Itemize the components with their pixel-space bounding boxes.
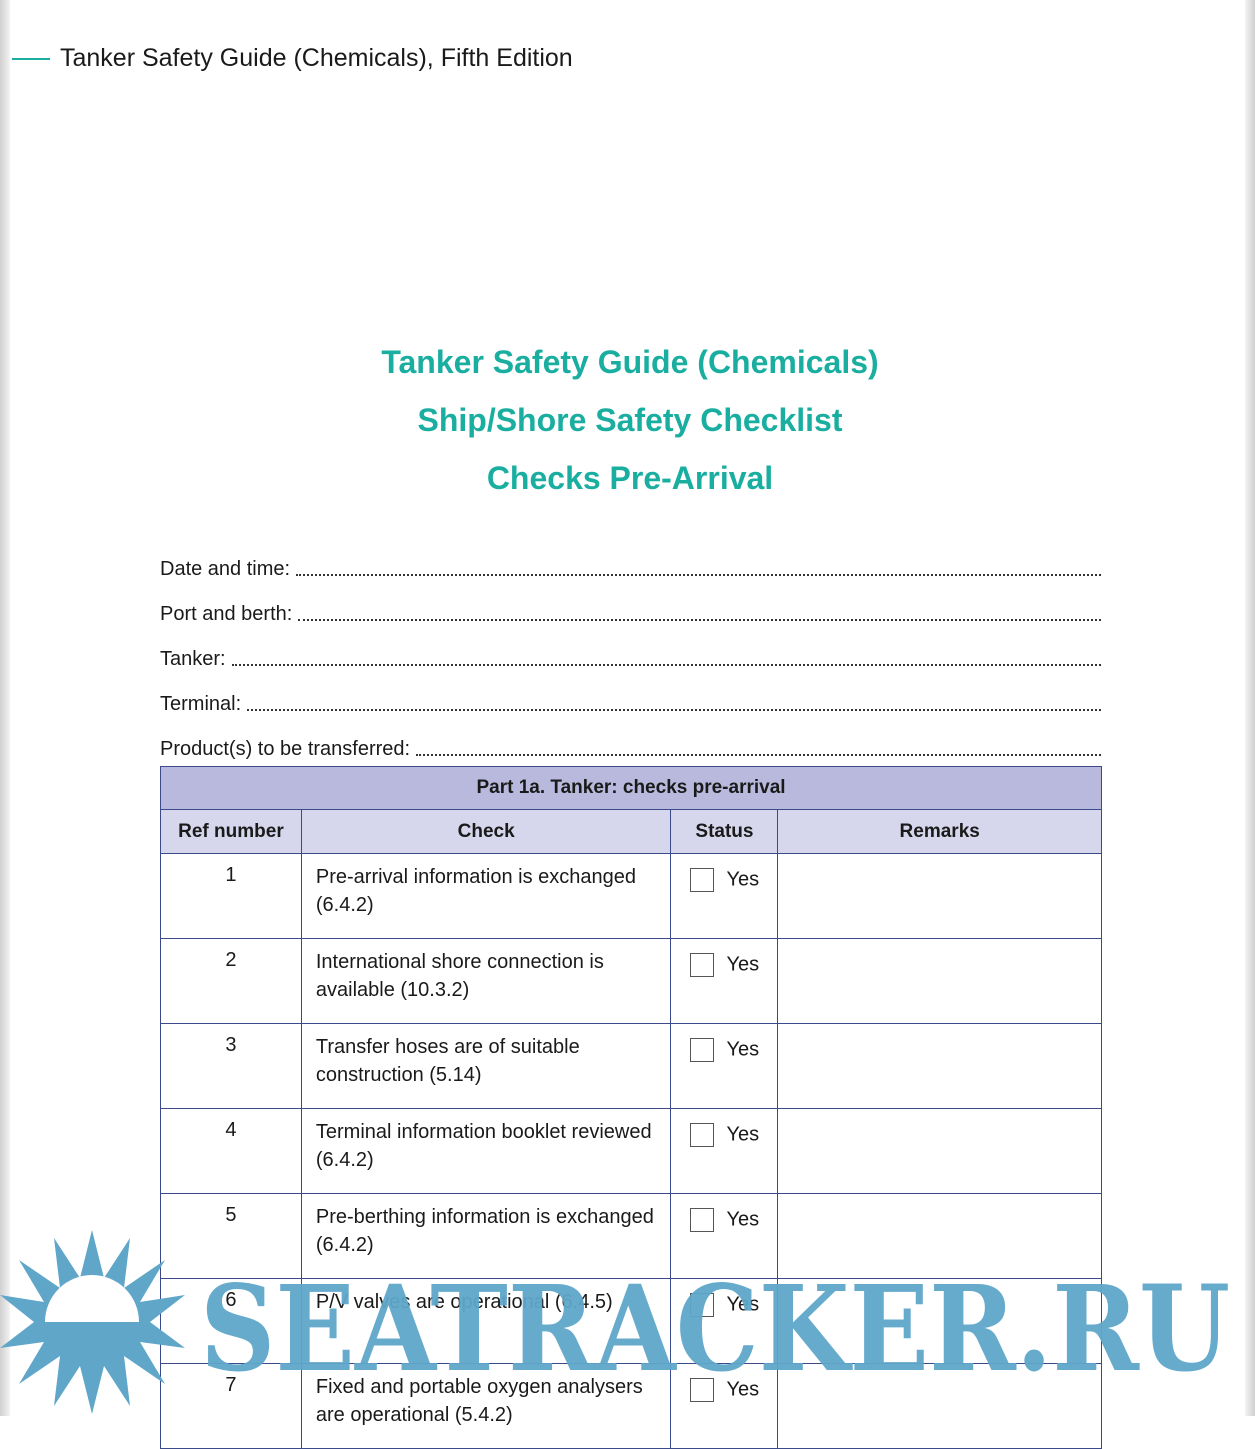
title-checklist: Ship/Shore Safety Checklist [417, 402, 843, 438]
check-cell: Pre-arrival information is exchanged (6.… [300, 853, 672, 939]
status-cell: Yes [670, 1363, 779, 1449]
col-check: Check [300, 809, 672, 854]
check-cell: Fixed and portable oxygen analysers are … [300, 1363, 672, 1449]
yes-checkbox[interactable] [690, 1293, 715, 1317]
fill-line[interactable] [416, 754, 1101, 756]
col-remarks: Remarks [777, 809, 1102, 854]
ref-cell: 4 [160, 1108, 302, 1194]
ref-cell: 2 [160, 938, 302, 1024]
ref-cell: 5 [160, 1193, 302, 1279]
form-fields: Date and time: Port and berth: Tanker: T… [160, 536, 1101, 761]
yes-checkbox[interactable] [690, 1378, 715, 1402]
status-label: Yes [726, 868, 760, 891]
table-row: 2 International shore connection is avai… [160, 938, 1102, 1024]
table-row: 4 Terminal information booklet reviewed … [160, 1108, 1102, 1194]
table-row: 3 Transfer hoses are of suitable constru… [160, 1023, 1102, 1109]
yes-checkbox[interactable] [690, 1038, 715, 1062]
status-label: Yes [726, 1378, 760, 1401]
yes-checkbox[interactable] [690, 1123, 715, 1147]
ref-cell: 6 [160, 1278, 302, 1364]
field-date-time[interactable]: Date and time: [160, 536, 1101, 581]
fill-line[interactable] [231, 664, 1101, 666]
check-cell: Pre-berthing information is exchanged (6… [300, 1193, 672, 1279]
status-label: Yes [726, 1208, 760, 1231]
ref-cell: 3 [160, 1023, 302, 1109]
remarks-cell[interactable] [777, 1363, 1102, 1449]
status-cell: Yes [670, 853, 779, 939]
field-products[interactable]: Product(s) to be transferred: [160, 716, 1101, 761]
field-port-berth[interactable]: Port and berth: [160, 581, 1101, 626]
sun-icon [0, 1230, 185, 1414]
page-edge-right [1245, 0, 1255, 1416]
table-caption: Part 1a. Tanker: checks pre-arrival [160, 766, 1102, 810]
field-label: Tanker: [160, 648, 226, 670]
status-label: Yes [726, 1038, 760, 1061]
check-cell: Terminal information booklet reviewed (6… [300, 1108, 672, 1194]
status-label: Yes [726, 1293, 760, 1316]
ref-cell: 7 [160, 1363, 302, 1449]
fill-line[interactable] [298, 619, 1101, 621]
field-label: Port and berth: [160, 603, 293, 625]
status-cell: Yes [670, 938, 779, 1024]
title-section: Checks Pre-Arrival [486, 460, 774, 496]
status-label: Yes [726, 953, 760, 976]
table-row: 5 Pre-berthing information is exchanged … [160, 1193, 1102, 1279]
remarks-cell[interactable] [777, 1108, 1102, 1194]
remarks-cell[interactable] [777, 1193, 1102, 1279]
page-edge-left [0, 0, 10, 1416]
check-cell: Transfer hoses are of suitable construct… [300, 1023, 672, 1109]
field-label: Product(s) to be transferred: [160, 738, 411, 760]
fill-line[interactable] [247, 709, 1101, 711]
field-label: Terminal: [160, 693, 242, 715]
field-label: Date and time: [160, 558, 291, 580]
status-cell: Yes [670, 1278, 779, 1364]
yes-checkbox[interactable] [690, 1208, 715, 1232]
fill-line[interactable] [296, 574, 1101, 576]
checklist-table: Part 1a. Tanker: checks pre-arrival Ref … [160, 766, 1102, 1449]
remarks-cell[interactable] [777, 1023, 1102, 1109]
field-tanker[interactable]: Tanker: [160, 626, 1101, 671]
col-status: Status [670, 809, 779, 854]
status-cell: Yes [670, 1023, 779, 1109]
table-row: 7 Fixed and portable oxygen analysers ar… [160, 1363, 1102, 1449]
check-cell: International shore connection is availa… [300, 938, 672, 1024]
running-header: Tanker Safety Guide (Chemicals), Fifth E… [12, 44, 573, 73]
col-ref: Ref number [160, 809, 302, 854]
yes-checkbox[interactable] [690, 953, 715, 977]
status-cell: Yes [670, 1193, 779, 1279]
field-terminal[interactable]: Terminal: [160, 671, 1101, 716]
header-rule [12, 57, 50, 60]
table-row: 1 Pre-arrival information is exchanged (… [160, 853, 1102, 939]
status-label: Yes [726, 1123, 760, 1146]
remarks-cell[interactable] [777, 853, 1102, 939]
check-cell: P/V valves are operational (6.4.5) [300, 1278, 672, 1364]
remarks-cell[interactable] [777, 938, 1102, 1024]
ref-cell: 1 [160, 853, 302, 939]
title-main: Tanker Safety Guide (Chemicals) [381, 344, 879, 380]
status-cell: Yes [670, 1108, 779, 1194]
table-row: 6 P/V valves are operational (6.4.5) Yes [160, 1278, 1102, 1364]
document-titles: Tanker Safety Guide (Chemicals) Ship/Sho… [0, 340, 1255, 514]
remarks-cell[interactable] [777, 1278, 1102, 1364]
yes-checkbox[interactable] [690, 868, 715, 892]
running-header-text: Tanker Safety Guide (Chemicals), Fifth E… [60, 44, 573, 72]
